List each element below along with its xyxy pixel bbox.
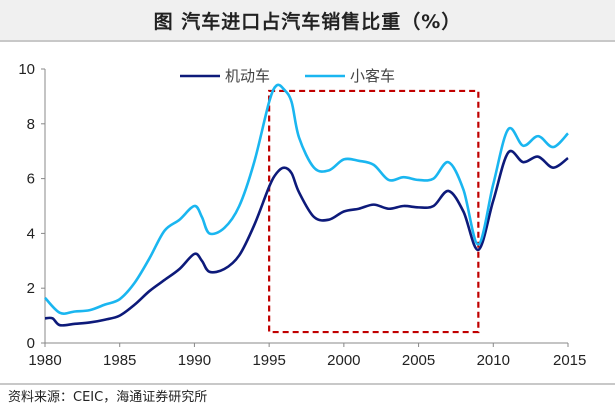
- highlight-box-group: [268, 89, 480, 334]
- x-tick-label: 2010: [477, 352, 510, 369]
- chart-axes: [44, 69, 568, 344]
- x-tick-label: 2015: [553, 352, 586, 369]
- series-line-1: [44, 149, 569, 327]
- source-note: 资料来源：CEIC，海通证券研究所: [8, 390, 208, 405]
- y-tick-label: 0: [27, 335, 35, 352]
- x-tick-label: 1990: [178, 352, 211, 369]
- chart-title: 图 汽车进口占汽车销售比重（%）: [153, 11, 462, 33]
- x-tick-label: 1995: [252, 352, 285, 369]
- y-tick-label: 4: [27, 225, 35, 242]
- legend-label-1: 机动车: [225, 67, 270, 85]
- footer-divider: [0, 383, 615, 385]
- y-tick-label: 6: [27, 171, 35, 188]
- x-tick-label: 2005: [402, 352, 435, 369]
- x-tick-label: 1980: [28, 352, 61, 369]
- highlight-box: [268, 89, 480, 334]
- y-tick-label: 8: [27, 116, 35, 133]
- y-tick-label: 10: [18, 61, 35, 78]
- chart-legend: 机动车 小客车: [180, 67, 395, 85]
- series-line-2: [44, 83, 569, 315]
- x-tick-label: 2000: [327, 352, 360, 369]
- x-tick-label: 1985: [103, 352, 136, 369]
- legend-label-2: 小客车: [350, 67, 395, 85]
- axis-ticks: 0 2 4 6 8 10 1980 1985 1990 1995 2000 2005 2010 2015: [18, 61, 586, 369]
- y-tick-label: 2: [27, 280, 35, 297]
- series-lines: [44, 83, 569, 327]
- chart-title-bar: 图 汽车进口占汽车销售比重（%）: [0, 0, 615, 42]
